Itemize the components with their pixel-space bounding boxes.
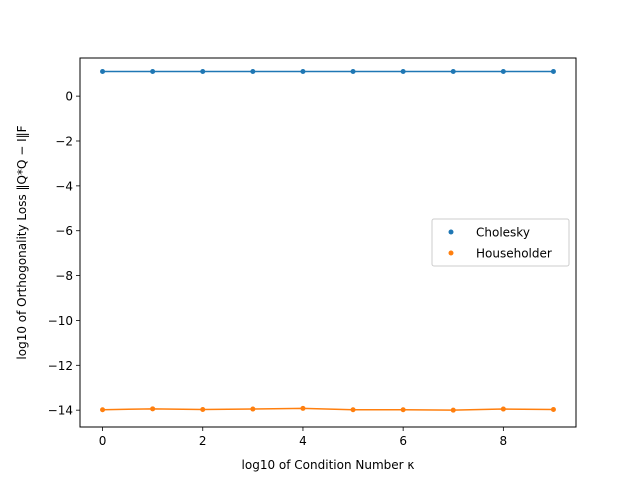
- legend-frame: [431, 218, 570, 267]
- data-point-householder: [250, 406, 256, 412]
- x-tick-label: 2: [199, 434, 207, 448]
- y-tick-label: −6: [55, 224, 73, 238]
- data-point-householder: [200, 407, 206, 412]
- legend-marker-householder: [448, 250, 454, 256]
- data-point-cholesky: [500, 68, 506, 74]
- legend-marker-cholesky: [448, 229, 454, 235]
- legend: Cholesky Householder: [431, 218, 570, 267]
- data-point-cholesky: [200, 68, 206, 74]
- x-tick-label: 8: [500, 434, 508, 448]
- data-point-householder: [150, 406, 156, 412]
- y-tick-label: −2: [55, 134, 73, 148]
- x-tick-label: 6: [399, 434, 407, 448]
- y-tick-label: −10: [48, 314, 73, 328]
- data-point-cholesky: [350, 68, 356, 74]
- data-point-householder: [100, 407, 106, 413]
- y-axis-label: log10 of Orthogonality Loss ‖Q*Q − I‖F: [15, 125, 29, 359]
- legend-label-householder: Householder: [476, 247, 552, 261]
- data-point-householder: [550, 407, 556, 412]
- data-point-householder: [350, 407, 356, 413]
- x-tick-label: 4: [299, 434, 307, 448]
- y-tick-label: −8: [55, 269, 73, 283]
- data-point-cholesky: [150, 68, 156, 74]
- x-tick-label: 0: [99, 434, 107, 448]
- legend-label-cholesky: Cholesky: [476, 226, 530, 240]
- data-point-householder: [300, 405, 306, 411]
- data-point-householder: [400, 407, 406, 413]
- y-tick-label: 0: [65, 90, 73, 104]
- plot-area: [79, 57, 577, 428]
- data-point-cholesky: [550, 68, 556, 74]
- data-point-cholesky: [100, 68, 106, 74]
- series-line-householder: [102, 407, 554, 411]
- y-tick-label: −4: [55, 179, 73, 193]
- x-axis-ticks: 0 2 4 6 8: [99, 427, 507, 448]
- series-layer: [100, 68, 556, 413]
- data-point-householder: [500, 406, 506, 412]
- data-point-cholesky: [250, 68, 256, 74]
- axes-frame: [79, 57, 577, 428]
- y-axis-ticks: 0 −2 −4 −6 −8 −10 −12 −14: [48, 90, 80, 418]
- x-axis-label: log10 of Condition Number κ: [242, 458, 415, 472]
- y-tick-label: −14: [48, 404, 73, 418]
- data-point-householder: [450, 407, 456, 413]
- y-tick-label: −12: [48, 359, 73, 373]
- data-point-cholesky: [300, 68, 306, 74]
- data-point-cholesky: [450, 68, 456, 74]
- data-point-cholesky: [400, 68, 406, 74]
